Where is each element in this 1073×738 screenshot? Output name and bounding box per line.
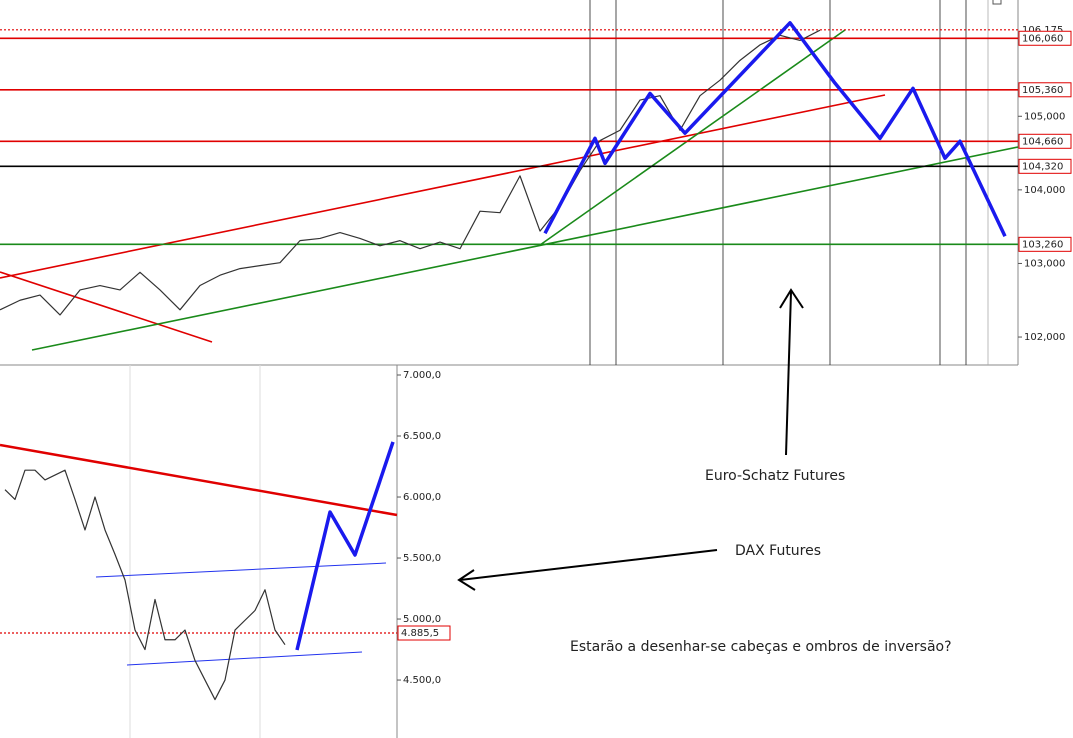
y-tick-label: 103,000 xyxy=(1024,258,1065,269)
level-label-box xyxy=(397,625,451,641)
level-label-box xyxy=(1018,236,1072,252)
level-label: 106,060 xyxy=(1022,33,1063,44)
y-tick-label: 5.500,0 xyxy=(403,553,441,564)
y-tick-label: 5.000,0 xyxy=(403,614,441,625)
grid-lines xyxy=(129,365,261,738)
level-label-box xyxy=(1018,158,1072,174)
level-label: 103,260 xyxy=(1022,239,1063,250)
y-tick-label: 102,000 xyxy=(1024,332,1065,343)
level-label-box xyxy=(1018,133,1072,149)
level-label-box xyxy=(1018,30,1072,46)
level-label-box xyxy=(1018,82,1072,98)
level-label: 104,660 xyxy=(1022,136,1063,147)
y-tick-label: 7.000,0 xyxy=(403,370,441,381)
projection-line xyxy=(295,441,395,651)
arrows xyxy=(457,288,804,591)
annotation: Estarão a desenhar-se cabeças e ombros d… xyxy=(570,639,952,655)
trend-lines xyxy=(0,443,398,666)
y-tick-label: 104,000 xyxy=(1024,185,1065,196)
y-tick-label: 105,000 xyxy=(1024,111,1065,122)
projection-line xyxy=(543,21,1007,237)
y-tick-label: 4.500,0 xyxy=(403,675,441,686)
price-line xyxy=(4,469,286,701)
cycle-lines xyxy=(589,0,989,365)
level-label: 105,360 xyxy=(1022,85,1063,96)
annotation: Euro-Schatz Futures xyxy=(705,468,845,484)
level-label: 104,320 xyxy=(1022,161,1063,172)
annotation: DAX Futures xyxy=(735,543,821,559)
y-tick-label: 6.000,0 xyxy=(403,492,441,503)
window-button xyxy=(992,0,1002,5)
level-label: 4.885,5 xyxy=(401,628,439,639)
trend-lines xyxy=(0,29,1019,351)
y-tick-label: 6.500,0 xyxy=(403,431,441,442)
price-line xyxy=(0,29,821,316)
level-label: 106,175 xyxy=(1022,25,1063,36)
